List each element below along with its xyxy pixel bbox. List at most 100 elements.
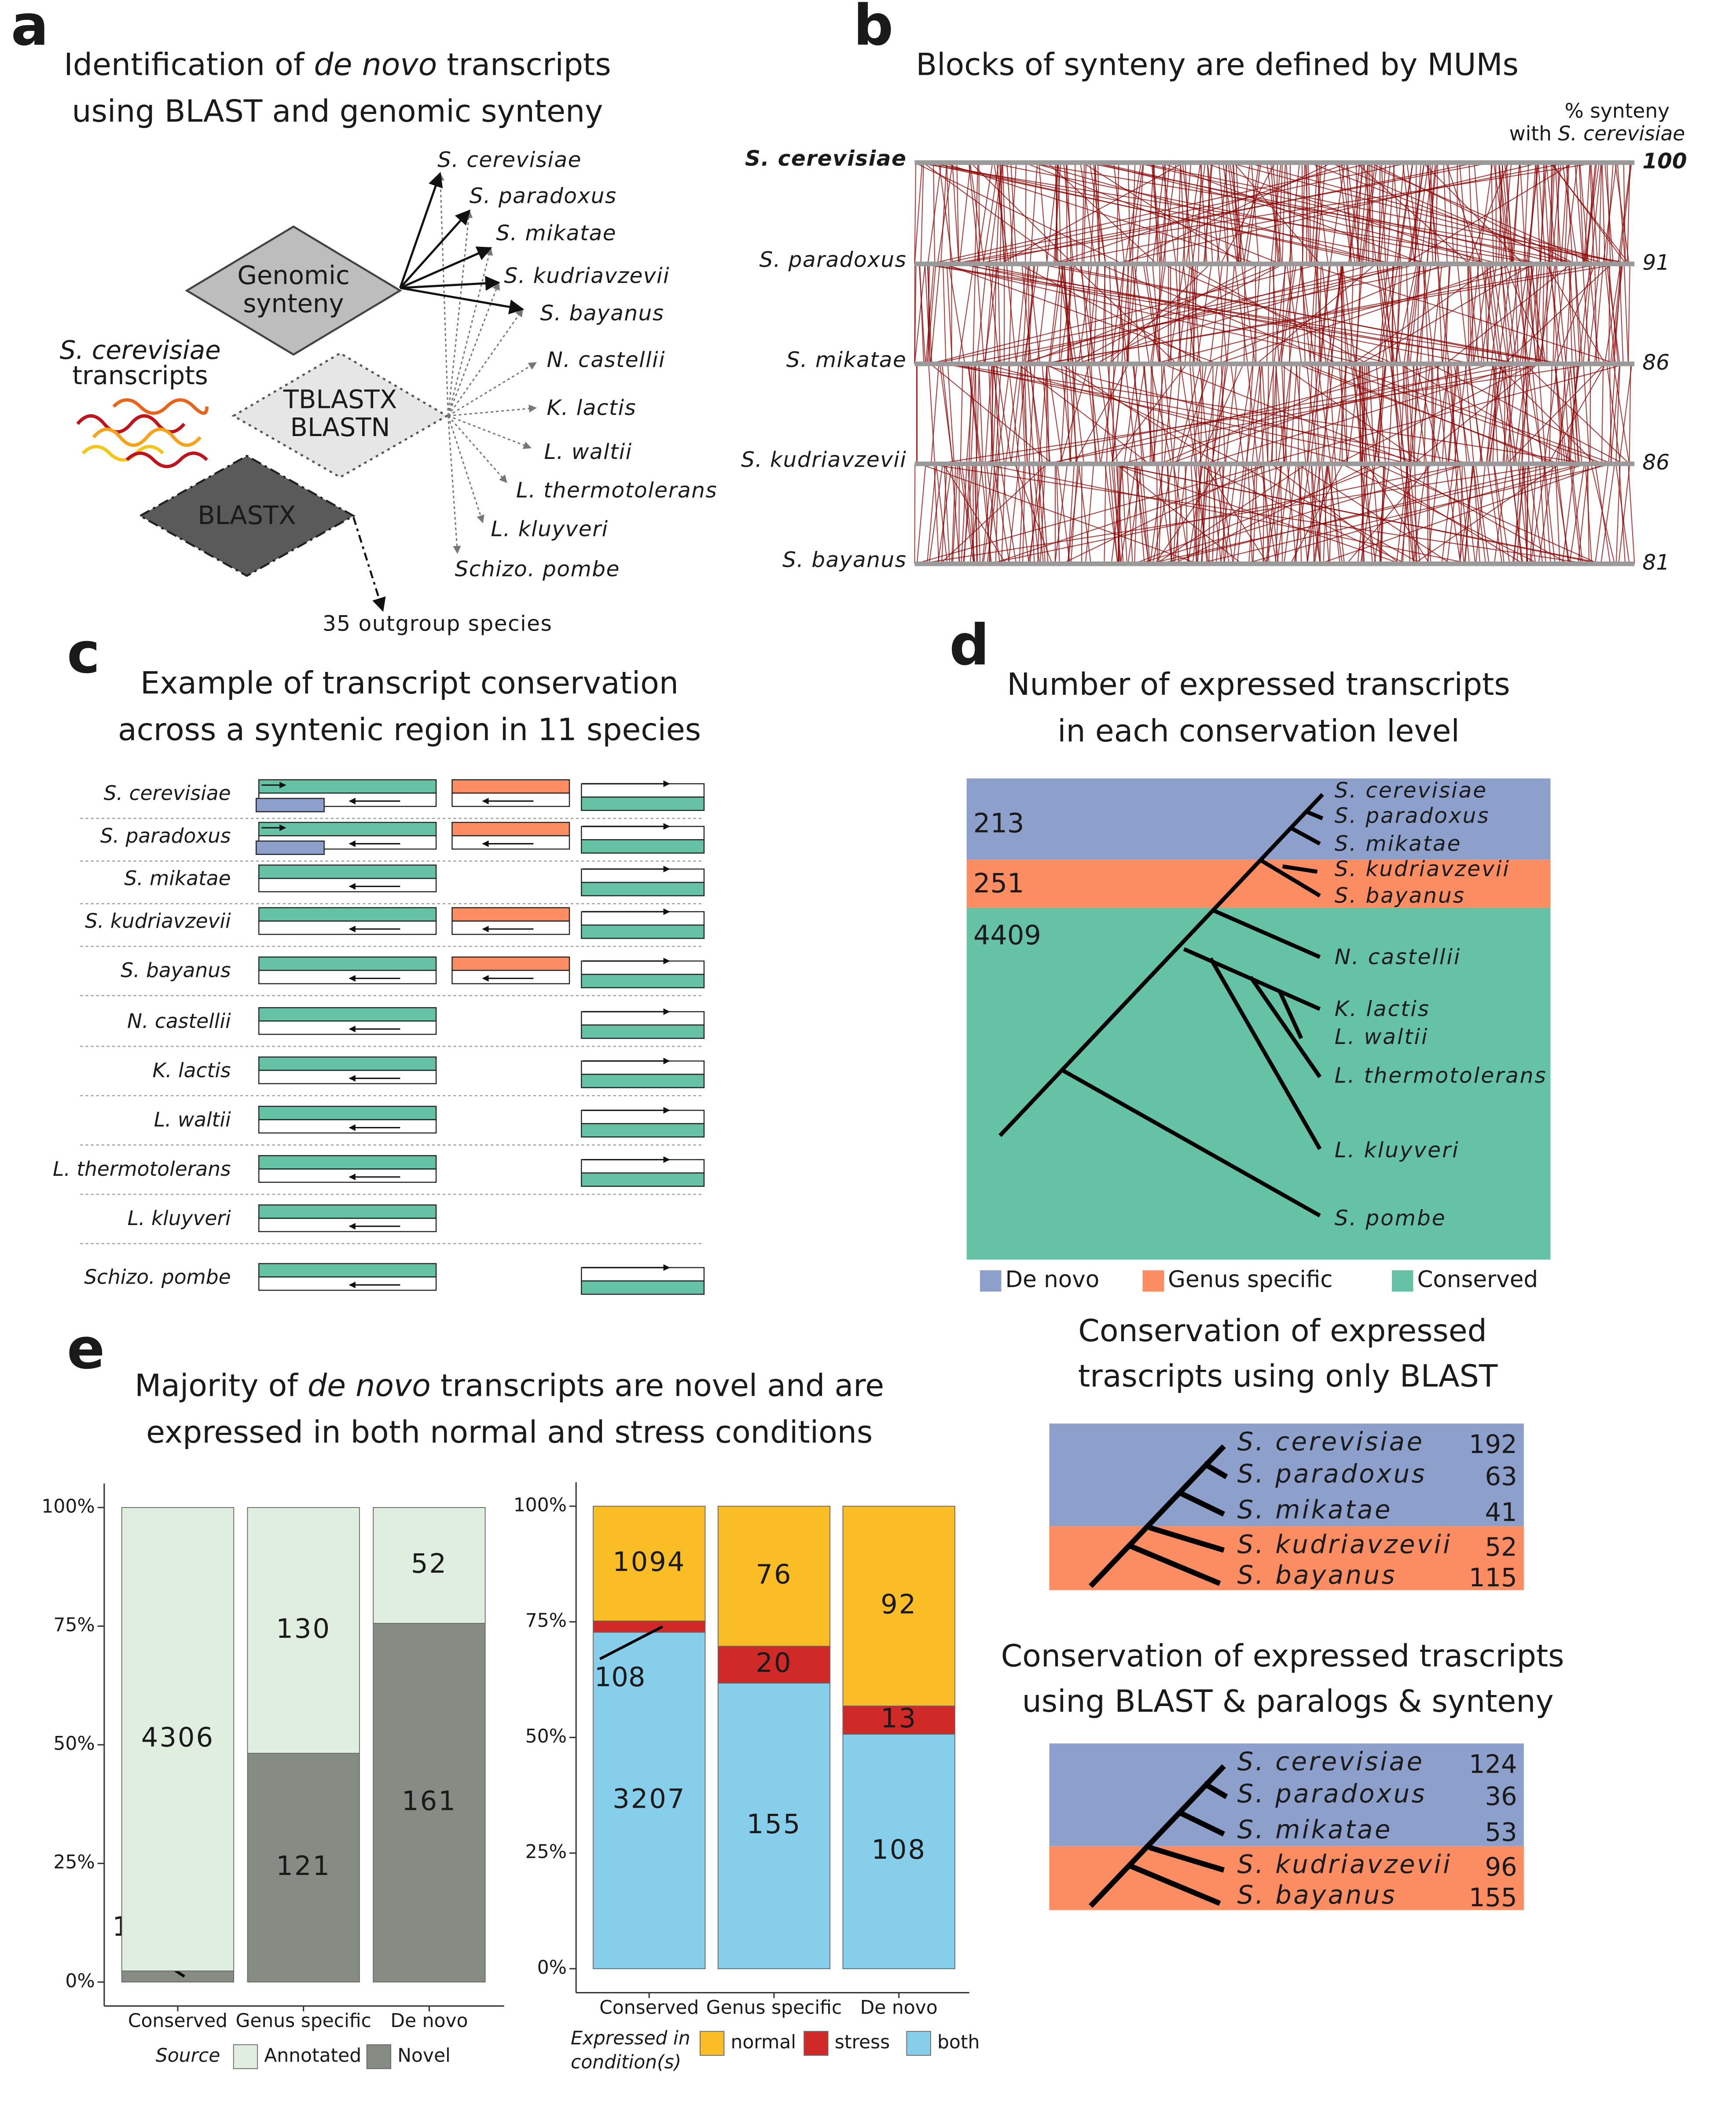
species-label: S. cerevisiae bbox=[1335, 778, 1487, 803]
synteny-line bbox=[1541, 264, 1545, 364]
gene-strand bbox=[258, 1020, 437, 1035]
synteny-line bbox=[1489, 264, 1503, 364]
synteny-line bbox=[1072, 363, 1077, 464]
synteny-line bbox=[1123, 363, 1138, 464]
species-label: S. paradoxus bbox=[1335, 804, 1490, 828]
synteny-line bbox=[1006, 264, 1017, 364]
synteny-line bbox=[1230, 162, 1245, 264]
synteny-line bbox=[1459, 464, 1463, 564]
blast-arrow bbox=[447, 282, 500, 416]
y-tick-label: 0% bbox=[65, 1970, 95, 1992]
synteny-line bbox=[1566, 162, 1573, 264]
synteny-line bbox=[976, 464, 981, 564]
synteny-line bbox=[993, 463, 1010, 564]
synteny-line bbox=[1477, 264, 1485, 364]
synteny-line bbox=[1352, 263, 1497, 364]
bar-segment bbox=[593, 1620, 706, 1633]
synteny-line bbox=[1328, 464, 1341, 564]
synteny-line bbox=[1315, 162, 1329, 264]
synteny-line bbox=[943, 464, 951, 564]
species-label: L. kluyveri bbox=[491, 517, 608, 542]
synteny-line bbox=[1261, 363, 1626, 465]
synteny-line bbox=[1016, 463, 1030, 564]
synteny-line bbox=[1248, 464, 1256, 564]
synteny-line bbox=[929, 162, 1433, 264]
synteny-line bbox=[1306, 263, 1617, 364]
synteny-line bbox=[1028, 264, 1030, 364]
species-count: 124 bbox=[1469, 1750, 1517, 1779]
species-label: L. kluyveri bbox=[128, 1207, 231, 1230]
bar-segment bbox=[373, 1623, 486, 1983]
synteny-line bbox=[1498, 264, 1512, 364]
method-label: TBLASTX bbox=[283, 385, 397, 414]
panel-title-part: Identification of bbox=[64, 47, 314, 82]
gene-box bbox=[258, 1263, 437, 1278]
synteny-line bbox=[1519, 264, 1534, 364]
synteny-line bbox=[1079, 264, 1096, 364]
synteny-line bbox=[1129, 162, 1144, 264]
synteny-line bbox=[1127, 463, 1142, 564]
tree-branch bbox=[1202, 1781, 1228, 1799]
synteny-line bbox=[1200, 464, 1210, 564]
synteny-line bbox=[1197, 464, 1201, 564]
synteny-line bbox=[1010, 363, 1022, 464]
outgroup-arrow bbox=[352, 517, 386, 612]
synteny-line bbox=[1365, 162, 1369, 264]
synteny-line bbox=[1192, 264, 1198, 364]
synteny-line bbox=[961, 463, 976, 564]
species-label: S. cerevisiae bbox=[745, 146, 907, 171]
synteny-line bbox=[1045, 363, 1242, 465]
synteny-header-part: with bbox=[1509, 121, 1558, 145]
gene-strand bbox=[581, 1011, 705, 1026]
synteny-line bbox=[989, 162, 1491, 264]
synteny-line bbox=[978, 363, 984, 464]
synteny-line bbox=[952, 464, 958, 564]
synteny-line bbox=[1104, 464, 1106, 564]
synteny-line bbox=[1504, 162, 1514, 264]
synteny-line bbox=[1569, 363, 1578, 464]
blast-arrow bbox=[447, 415, 484, 524]
synteny-line bbox=[920, 162, 924, 264]
synteny-line bbox=[982, 464, 993, 564]
synteny-line bbox=[916, 464, 926, 564]
synteny-line bbox=[1218, 463, 1234, 564]
synteny-line bbox=[1283, 363, 1285, 464]
panel-title: Conservation of expressed trascripts bbox=[1001, 1638, 1564, 1674]
synteny-line bbox=[1152, 363, 1165, 464]
data-label: 20 bbox=[756, 1648, 792, 1679]
synteny-line bbox=[1583, 363, 1590, 464]
bar-segment bbox=[842, 1705, 955, 1735]
synteny-line bbox=[1138, 463, 1469, 565]
tree-branch bbox=[1212, 908, 1321, 959]
synteny-line bbox=[1290, 463, 1343, 564]
synteny-line bbox=[1463, 464, 1476, 564]
gene-box bbox=[258, 864, 437, 879]
synteny-line bbox=[1560, 162, 1569, 264]
species-label: S. kudriavzevii bbox=[504, 264, 670, 288]
data-label: 121 bbox=[276, 1851, 331, 1882]
synteny-line bbox=[1205, 363, 1218, 464]
gene-strand bbox=[258, 1276, 437, 1291]
synteny-line bbox=[1158, 464, 1163, 564]
gene-box bbox=[258, 907, 437, 922]
synteny-line bbox=[1319, 463, 1607, 565]
synteny-line bbox=[930, 363, 1053, 464]
synteny-line bbox=[1539, 464, 1546, 564]
synteny-line bbox=[1046, 363, 1050, 464]
species-label: S. paradoxus bbox=[470, 183, 617, 208]
synteny-line bbox=[1555, 363, 1563, 464]
synteny-line bbox=[1014, 463, 1053, 564]
synteny-line bbox=[1321, 363, 1334, 464]
blastx-diamond bbox=[138, 455, 356, 577]
synteny-line bbox=[965, 263, 1459, 364]
synteny-line bbox=[1315, 363, 1320, 464]
species-label: S. mikatae bbox=[786, 348, 907, 372]
synteny-line bbox=[1565, 264, 1572, 364]
synteny-line bbox=[1046, 363, 1545, 465]
synteny-line bbox=[1486, 264, 1501, 364]
synteny-line bbox=[1046, 162, 1059, 264]
synteny-line bbox=[1326, 463, 1343, 564]
bar-segment bbox=[593, 1505, 706, 1622]
synteny-line bbox=[969, 162, 985, 264]
synteny-line bbox=[1615, 162, 1630, 264]
